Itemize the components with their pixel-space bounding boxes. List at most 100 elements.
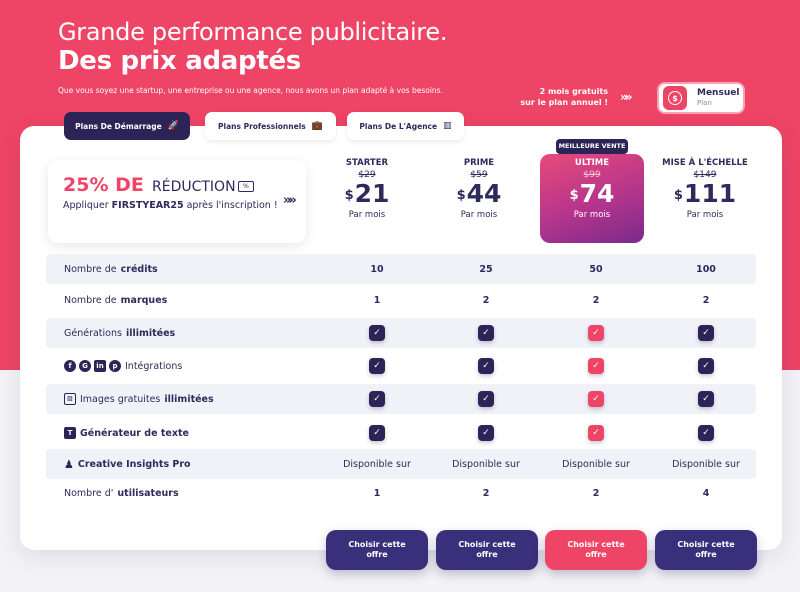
price-value: 44	[466, 179, 502, 208]
label-bold: illimitées	[164, 393, 214, 405]
row-label: T Générateur de texte	[64, 427, 189, 439]
pinterest-icon: p	[109, 360, 121, 372]
discount-word: RÉDUCTION	[152, 179, 236, 195]
cell-scale: ✓	[656, 325, 756, 341]
cell-ultime: 2	[592, 294, 600, 306]
billing-sub: Plan	[697, 99, 712, 107]
check-icon: ✓	[588, 325, 604, 341]
plan-name: PRIME	[463, 158, 495, 168]
discount-suffix: après l'inscription !	[183, 200, 278, 211]
cell-prime: 2	[482, 294, 490, 306]
label-part: Nombre de	[64, 263, 117, 275]
plan-old-price: $99	[583, 170, 601, 180]
cell-scale: ✓	[656, 358, 756, 374]
cell-ultime: ✓	[546, 391, 646, 407]
check-icon: ✓	[698, 325, 714, 341]
tab-label: Plans Professionnels	[218, 121, 306, 131]
cell-starter: ✓	[327, 358, 427, 374]
currency: $	[569, 188, 579, 203]
plan-price: $44	[429, 180, 529, 208]
row-label: Nombre de marques	[64, 295, 167, 306]
label-part: Images gratuites	[80, 393, 161, 405]
cell-scale: ✓	[656, 425, 756, 441]
cell-starter: 1	[373, 487, 381, 499]
label-text: Intégrations	[125, 360, 183, 372]
billing-toggle[interactable]: $ Mensuel Plan	[657, 82, 745, 114]
discount-box: 25% DE RÉDUCTION % Appliquer FIRSTYEAR25…	[48, 160, 306, 243]
presenter-icon: ♟	[64, 457, 74, 471]
text-icon: T	[64, 427, 76, 439]
page-title: Grande performance publicitaire.	[58, 18, 448, 46]
check-icon: ✓	[369, 325, 385, 341]
discount-tag-icon: %	[238, 181, 254, 192]
cell-ultime: ✓	[546, 358, 646, 374]
chevrons-right-icon: »»	[283, 193, 297, 208]
table-row-credits: Nombre de crédits 10 25 50 100	[46, 254, 756, 284]
plan-ultime: ULTIME $99 $74 Par mois	[542, 158, 642, 220]
dollar-icon: $	[668, 91, 682, 105]
cell-starter: ✓	[327, 325, 427, 341]
toggle-knob: $	[663, 86, 687, 110]
google-icon: G	[79, 360, 91, 372]
plan-starter: STARTER $29 $21 Par mois	[317, 158, 417, 220]
linkedin-icon: in	[94, 360, 106, 372]
row-label: Nombre de crédits	[64, 264, 158, 275]
label-part: Nombre d'	[64, 487, 114, 499]
check-icon: ✓	[698, 358, 714, 374]
cell-starter: Disponible sur	[343, 458, 411, 470]
table-row-text-generator: T Générateur de texte ✓ ✓ ✓ ✓	[46, 418, 756, 448]
choose-ultime-button[interactable]: Choisir cette offre	[545, 530, 647, 570]
cell-ultime: 50	[589, 263, 603, 275]
price-value: 74	[579, 179, 615, 208]
facebook-icon: f	[64, 360, 76, 372]
cell-starter: ✓	[327, 425, 427, 441]
choose-scale-button[interactable]: Choisir cette offre	[655, 530, 757, 570]
plan-price: $21	[317, 180, 417, 208]
label-bold: crédits	[120, 263, 158, 275]
cell-ultime: ✓	[546, 425, 646, 441]
row-label: ▨ Images gratuites illimitées	[64, 393, 214, 405]
label-bold: marques	[120, 294, 168, 306]
cell-scale: 4	[702, 487, 710, 499]
billing-title: Mensuel	[697, 88, 740, 98]
table-row-generations: Générations illimitées ✓ ✓ ✓ ✓	[46, 318, 756, 348]
plan-old-price: $149	[693, 170, 717, 180]
chevrons-right-icon: »»	[620, 90, 632, 104]
discount-code: FIRSTYEAR25	[111, 200, 184, 211]
cell-prime: 2	[482, 487, 490, 499]
plan-period: Par mois	[573, 210, 611, 220]
table-row-insights: ♟ Creative Insights Pro Disponible sur D…	[46, 449, 756, 479]
plan-name: STARTER	[345, 158, 389, 168]
plan-price: $111	[655, 180, 755, 208]
cell-ultime: ✓	[546, 325, 646, 341]
page-title-bold: Des prix adaptés	[58, 46, 301, 76]
check-icon: ✓	[478, 358, 494, 374]
tab-professional-plans[interactable]: Plans Professionnels 💼	[205, 112, 336, 140]
check-icon: ✓	[698, 391, 714, 407]
choose-prime-button[interactable]: Choisir cette offre	[436, 530, 538, 570]
currency: $	[344, 188, 354, 203]
cell-starter: 1	[373, 294, 381, 306]
table-row-integrations: f G in p Intégrations ✓ ✓ ✓ ✓	[46, 351, 756, 381]
table-row-users: Nombre d' utilisateurs 1 2 2 4	[46, 478, 756, 508]
check-icon: ✓	[478, 425, 494, 441]
promo-line-2: sur le plan annuel !	[520, 98, 608, 107]
tab-agency-plans[interactable]: Plans De L'Agence ▥	[347, 112, 464, 140]
social-icons: f G in p	[64, 360, 121, 372]
label-text: Générateur de texte	[80, 427, 189, 439]
cell-prime: ✓	[436, 358, 536, 374]
price-value: 21	[354, 179, 390, 208]
cell-ultime: 2	[592, 487, 600, 499]
discount-prefix: Appliquer	[63, 200, 112, 211]
check-icon: ✓	[588, 425, 604, 441]
tab-starter-plans[interactable]: Plans De Démarrage 🚀	[64, 112, 190, 140]
check-icon: ✓	[588, 391, 604, 407]
plan-scale: MISE À L'ÉCHELLE $149 $111 Par mois	[655, 158, 755, 220]
plan-name: MISE À L'ÉCHELLE	[662, 158, 748, 168]
billing-label: Mensuel Plan	[697, 88, 739, 108]
tab-label: Plans De L'Agence	[359, 121, 438, 131]
choose-starter-button[interactable]: Choisir cette offre	[326, 530, 428, 570]
cell-prime: ✓	[436, 391, 536, 407]
check-icon: ✓	[698, 425, 714, 441]
cell-scale: 100	[696, 263, 716, 275]
